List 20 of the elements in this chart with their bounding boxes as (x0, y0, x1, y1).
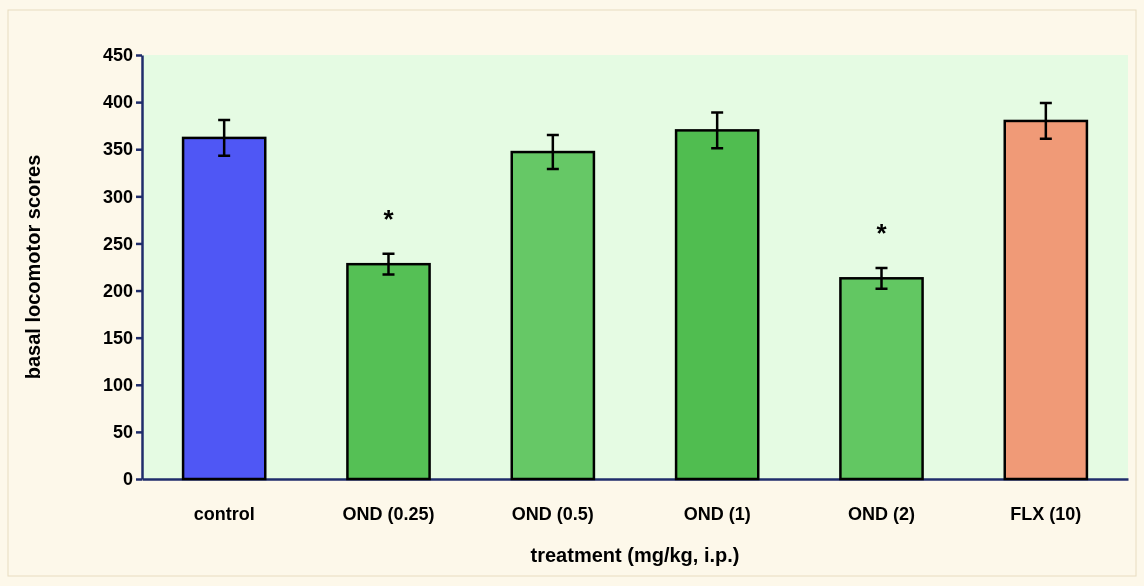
x-tick-label: FLX (10) (1010, 503, 1082, 524)
y-tick-label: 200 (102, 280, 133, 301)
y-tick-label: 350 (102, 139, 133, 160)
y-tick-label: 250 (102, 233, 133, 254)
y-tick-label: 400 (102, 92, 133, 113)
x-tick-label: OND (0.25) (342, 503, 435, 524)
y-tick-label: 450 (102, 45, 133, 66)
annotation: * (876, 217, 888, 248)
y-tick-label: 50 (112, 422, 133, 443)
x-tick-label: OND (2) (848, 503, 915, 524)
y-axis-title: basal locomotor scores (22, 154, 44, 380)
x-tick-label: control (193, 503, 255, 524)
y-tick-label: 300 (102, 186, 133, 207)
annotation: * (383, 203, 395, 234)
y-tick-label: 0 (122, 469, 133, 490)
y-tick-label: 100 (102, 375, 133, 396)
x-tick-label: OND (1) (683, 503, 751, 524)
y-tick-label: 150 (102, 327, 133, 348)
x-axis-title: treatment (mg/kg, i.p.) (530, 544, 740, 566)
x-tick-label: OND (0.5) (511, 503, 594, 524)
